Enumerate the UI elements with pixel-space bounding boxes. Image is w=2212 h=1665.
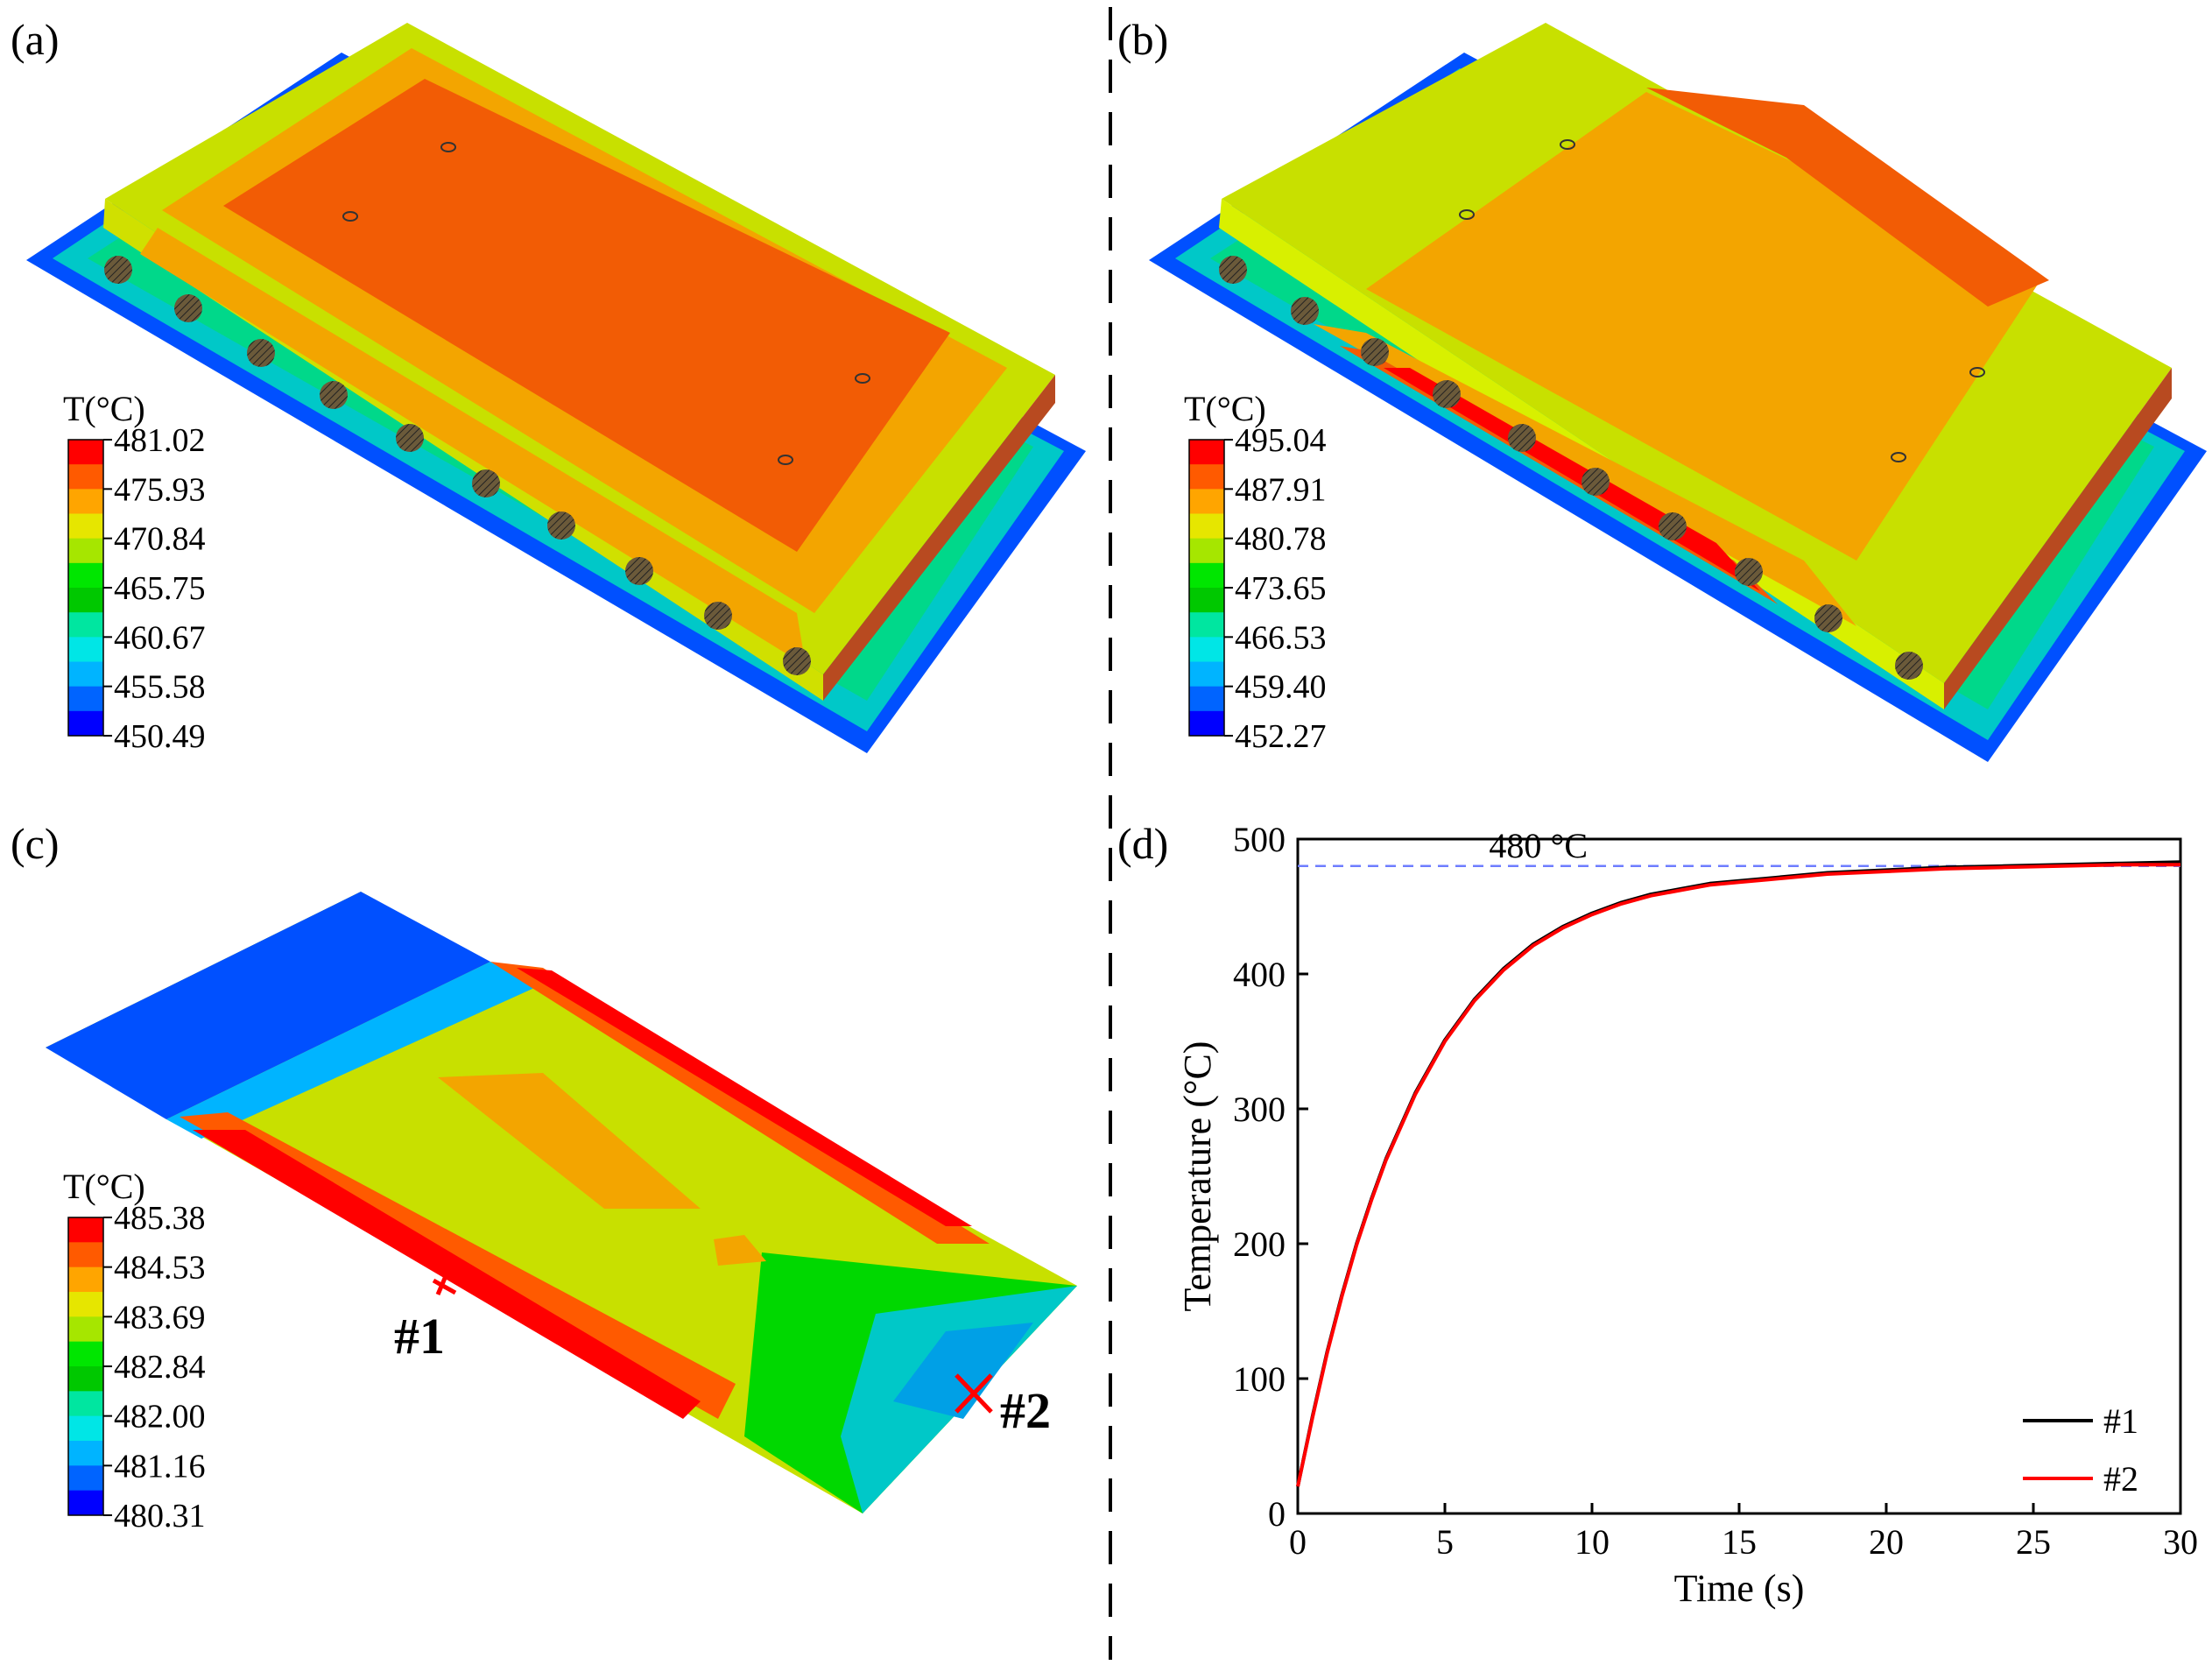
colorbar-tick-label: 487.91 [1235,471,1327,508]
x-tick-label: 0 [1289,1522,1307,1562]
colorbar-tick-label: 459.40 [1235,669,1327,706]
colorbar-swatch [68,1217,103,1243]
colorbar-swatch [68,637,103,662]
colorbar-swatch [68,1366,103,1392]
y-tick-label: 500 [1233,820,1286,859]
colorbar-swatch [1189,612,1224,638]
colorbar-swatch [68,661,103,688]
colorbar-tick-label: 460.67 [114,619,206,656]
y-tick-label: 100 [1233,1359,1286,1399]
colorbar-tick-label: 481.02 [114,422,206,459]
colorbar-swatch [68,1316,103,1343]
panel-b-model [1149,23,2207,762]
colorbar-swatch [1189,464,1224,490]
x-tick-label: 10 [1574,1522,1610,1562]
temperature-chart: 480 °C 0 5 10 15 20 25 30 0 100 200 300 400 500 Tim… [1176,820,2198,1610]
colorbar-tick-label: 484.53 [114,1250,206,1287]
x-tick-label: 5 [1436,1522,1454,1562]
colorbar-tick-label: 450.49 [114,718,206,755]
panel-b-label: (b) [1117,15,1168,64]
colorbar-tick-label: 452.27 [1235,718,1327,755]
colorbar-tick-label: 482.00 [114,1399,206,1436]
b-colorbar-title: T(°C) [1184,389,1266,428]
panel-a-model [26,23,1086,753]
marker-1-label: #1 [394,1308,445,1365]
colorbar-swatch [1189,562,1224,589]
colorbar-tick-label: 475.93 [114,471,206,508]
colorbar-tick-label: 470.84 [114,521,206,558]
colorbar-swatch [1189,489,1224,514]
legend-entry: #1 [2103,1401,2138,1441]
x-tick-label: 20 [1869,1522,1904,1562]
colorbar-swatch [68,538,103,564]
colorbar-swatch [1189,588,1224,613]
series-line-2 [1296,863,2180,1487]
panel-b-colorbar: T(°C)495.04 487.91 480.78 473.65 466.53 459.4… [1184,389,1327,755]
colorbar-swatch [68,612,103,638]
colorbar-swatch [68,1266,103,1293]
y-tick-label: 400 [1233,955,1286,994]
y-tick-label: 0 [1268,1494,1286,1534]
y-axis: 0 100 200 300 400 500 [1233,820,1308,1534]
colorbar-swatch [68,1465,103,1492]
colorbar-swatch [68,1441,103,1466]
chart-legend: #1#2 [2023,1401,2138,1499]
colorbar-swatch [68,1292,103,1317]
panel-c-label: (c) [11,819,60,868]
colorbar-swatch [1189,538,1224,564]
marker-2-label: #2 [1000,1382,1051,1439]
colorbar-swatch [1189,710,1224,737]
x-tick-label: 30 [2163,1522,2198,1562]
colorbar-tick-label: 481.16 [114,1448,206,1485]
colorbar-swatch [68,440,103,465]
colorbar-swatch [68,1415,103,1442]
x-tick-label: 15 [1722,1522,1757,1562]
colorbar-tick-label: 465.75 [114,570,206,607]
y-axis-label: Temperature (°C) [1176,1041,1219,1312]
colorbar-tick-label: 483.69 [114,1299,206,1336]
panel-c-colorbar: T(°C)485.38 484.53 483.69 482.84 482.00 481.1… [63,1167,206,1534]
colorbar-swatch [68,562,103,589]
colorbar-swatch [1189,661,1224,688]
colorbar-swatch [68,489,103,514]
y-tick-label: 300 [1233,1090,1286,1129]
colorbar-swatch [68,1391,103,1417]
colorbar-tick-label: 485.38 [114,1200,206,1237]
colorbar-swatch [68,1490,103,1516]
colorbar-tick-label: 480.78 [1235,521,1327,558]
colorbar-swatch [68,1341,103,1367]
colorbar-swatch [68,710,103,737]
panel-a-label: (a) [11,15,60,64]
colorbar-swatch [68,513,103,540]
legend-entry: #2 [2103,1459,2138,1499]
y-tick-label: 200 [1233,1224,1286,1264]
series-line-1 [1296,860,2181,1487]
colorbar-tick-label: 455.58 [114,669,206,706]
panel-a-colorbar: T(°C)481.02 475.93 470.84 465.75 460.67 455.5… [63,389,206,755]
a-colorbar-title: T(°C) [63,389,145,428]
colorbar-swatch [68,686,103,712]
colorbar-swatch [68,1242,103,1268]
colorbar-tick-label: 482.84 [114,1349,206,1386]
colorbar-swatch [1189,686,1224,712]
colorbar-tick-label: 480.31 [114,1498,206,1534]
colorbar-swatch [1189,637,1224,662]
x-axis: 0 5 10 15 20 25 30 [1289,1503,2198,1562]
colorbar-tick-label: 466.53 [1235,619,1327,656]
colorbar-swatch [1189,440,1224,465]
colorbar-swatch [1189,513,1224,540]
colorbar-swatch [68,464,103,490]
reference-line-label: 480 °C [1489,826,1588,865]
x-axis-label: Time (s) [1674,1567,1805,1610]
colorbar-swatch [68,588,103,613]
colorbar-tick-label: 473.65 [1235,570,1327,607]
panel-d-label: (d) [1117,819,1168,868]
panel-c-model [46,892,1077,1513]
x-tick-label: 25 [2016,1522,2051,1562]
colorbar-tick-label: 495.04 [1235,422,1327,459]
c-colorbar-title: T(°C) [63,1167,145,1206]
plot-frame [1296,837,2182,1515]
